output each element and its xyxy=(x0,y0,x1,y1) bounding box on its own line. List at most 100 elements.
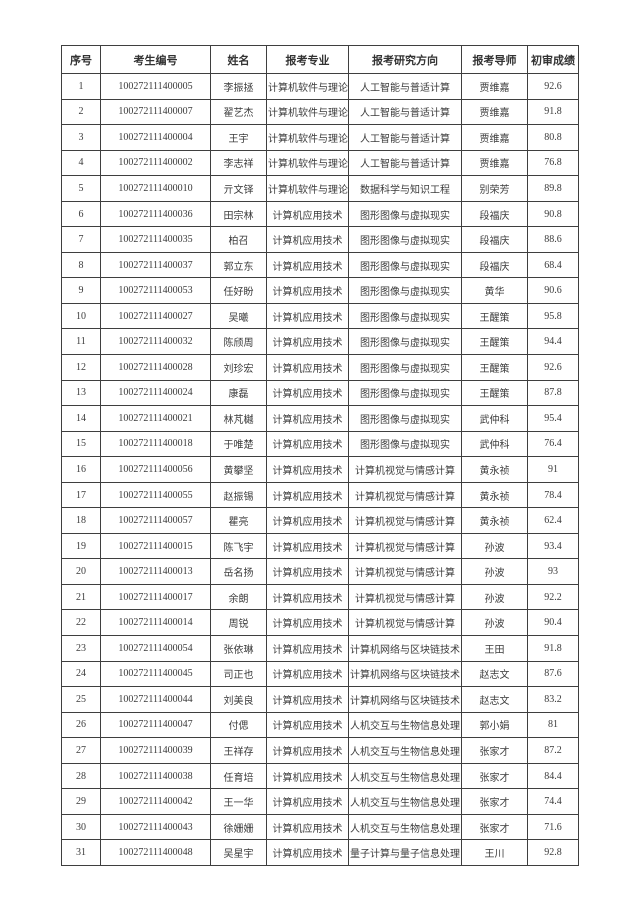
table-row: 12 100272111400028 刘珍宏 计算机应用技术 图形图像与虚拟现实 王醒策 9… xyxy=(61,354,579,381)
cell-score: 76.8 xyxy=(527,149,579,177)
cell-name: 刘美良 xyxy=(210,686,267,713)
cell-major: 计算机应用技术 xyxy=(266,583,349,611)
column-header-supervisor: 报考导师 xyxy=(461,45,528,74)
cell-major: 计算机应用技术 xyxy=(266,532,349,560)
cell-index: 20 xyxy=(61,558,101,585)
cell-score: 87.2 xyxy=(527,737,579,764)
cell-score: 71.6 xyxy=(527,813,579,841)
cell-direction: 图形图像与虚拟现实 xyxy=(348,405,462,432)
cell-candidate-id: 100272111400002 xyxy=(100,149,211,177)
cell-name: 任好盼 xyxy=(210,277,267,304)
cell-index: 17 xyxy=(61,481,101,509)
cell-index: 6 xyxy=(61,200,101,228)
table-row: 30 100272111400043 徐姗姗 计算机应用技术 人机交互与生物信息处理 张家… xyxy=(61,813,579,841)
cell-major: 计算机应用技术 xyxy=(266,558,349,585)
cell-major: 计算机应用技术 xyxy=(266,354,349,381)
cell-score: 90.6 xyxy=(527,277,579,304)
cell-score: 91.8 xyxy=(527,635,579,662)
cell-score: 83.2 xyxy=(527,686,579,713)
cell-candidate-id: 100272111400037 xyxy=(100,251,211,279)
cell-score: 62.4 xyxy=(527,507,579,534)
cell-name: 陈颀周 xyxy=(210,328,267,356)
cell-major: 计算机应用技术 xyxy=(266,635,349,662)
column-header-direction: 报考研究方向 xyxy=(348,45,462,74)
cell-index: 16 xyxy=(61,456,101,483)
cell-major: 计算机应用技术 xyxy=(266,456,349,483)
cell-direction: 人工智能与普适计算 xyxy=(348,124,462,151)
cell-name: 陈飞宇 xyxy=(210,532,267,560)
cell-score: 92.6 xyxy=(527,354,579,381)
cell-name: 周锐 xyxy=(210,609,267,637)
cell-supervisor: 郭小娟 xyxy=(461,711,528,739)
cell-score: 74.4 xyxy=(527,788,579,815)
cell-direction: 人机交互与生物信息处理 xyxy=(348,813,462,841)
cell-candidate-id: 100272111400054 xyxy=(100,635,211,662)
column-header-candidate-id: 考生编号 xyxy=(100,45,211,74)
table-row: 18 100272111400057 瞿亮 计算机应用技术 计算机视觉与情感计算 黄永祯 6… xyxy=(61,507,579,534)
cell-index: 14 xyxy=(61,405,101,432)
cell-major: 计算机软件与理论 xyxy=(266,175,349,202)
cell-score: 87.8 xyxy=(527,379,579,407)
cell-name: 付偲 xyxy=(210,711,267,739)
cell-supervisor: 王醒策 xyxy=(461,328,528,356)
cell-name: 赵振锡 xyxy=(210,481,267,509)
cell-direction: 人工智能与普适计算 xyxy=(348,73,462,100)
cell-score: 90.4 xyxy=(527,609,579,637)
cell-major: 计算机软件与理论 xyxy=(266,73,349,100)
cell-name: 吴曦 xyxy=(210,302,267,330)
cell-candidate-id: 100272111400044 xyxy=(100,686,211,713)
cell-candidate-id: 100272111400010 xyxy=(100,175,211,202)
cell-supervisor: 王川 xyxy=(461,839,528,866)
cell-major: 计算机应用技术 xyxy=(266,481,349,509)
cell-direction: 图形图像与虚拟现实 xyxy=(348,302,462,330)
table-row: 24 100272111400045 司正也 计算机应用技术 计算机网络与区块链技术 赵志… xyxy=(61,660,579,688)
cell-direction: 人机交互与生物信息处理 xyxy=(348,788,462,815)
cell-supervisor: 王醒策 xyxy=(461,379,528,407)
cell-major: 计算机应用技术 xyxy=(266,737,349,764)
cell-supervisor: 武仲科 xyxy=(461,430,528,458)
table-row: 21 100272111400017 余朗 计算机应用技术 计算机视觉与情感计算 孙波 92… xyxy=(61,583,579,611)
cell-index: 27 xyxy=(61,737,101,764)
table-row: 25 100272111400044 刘美良 计算机应用技术 计算机网络与区块链技术 赵志… xyxy=(61,686,579,713)
cell-direction: 人工智能与普适计算 xyxy=(348,149,462,177)
table-row: 7 100272111400035 柏召 计算机应用技术 图形图像与虚拟现实 段福庆 88.… xyxy=(61,226,579,253)
cell-direction: 图形图像与虚拟现实 xyxy=(348,430,462,458)
cell-supervisor: 段福庆 xyxy=(461,226,528,253)
cell-direction: 图形图像与虚拟现实 xyxy=(348,379,462,407)
cell-index: 25 xyxy=(61,686,101,713)
cell-direction: 图形图像与虚拟现实 xyxy=(348,354,462,381)
cell-score: 89.8 xyxy=(527,175,579,202)
cell-candidate-id: 100272111400057 xyxy=(100,507,211,534)
cell-major: 计算机应用技术 xyxy=(266,762,349,790)
table-row: 13 100272111400024 康磊 计算机应用技术 图形图像与虚拟现实 王醒策 87… xyxy=(61,379,579,407)
cell-index: 29 xyxy=(61,788,101,815)
cell-score: 81 xyxy=(527,711,579,739)
cell-major: 计算机应用技术 xyxy=(266,507,349,534)
cell-direction: 图形图像与虚拟现实 xyxy=(348,226,462,253)
cell-major: 计算机应用技术 xyxy=(266,328,349,356)
cell-name: 郭立东 xyxy=(210,251,267,279)
cell-score: 92.8 xyxy=(527,839,579,866)
cell-candidate-id: 100272111400038 xyxy=(100,762,211,790)
cell-candidate-id: 100272111400028 xyxy=(100,354,211,381)
cell-index: 15 xyxy=(61,430,101,458)
table-row: 5 100272111400010 亓文铎 计算机软件与理论 数据科学与知识工程 别荣芳 8… xyxy=(61,175,579,202)
table-row: 4 100272111400002 李志祥 计算机软件与理论 人工智能与普适计算 贾维嘉 7… xyxy=(61,149,579,177)
cell-direction: 计算机视觉与情感计算 xyxy=(348,481,462,509)
cell-name: 田宗林 xyxy=(210,200,267,228)
cell-name: 余朗 xyxy=(210,583,267,611)
table-row: 29 100272111400042 王一华 计算机应用技术 人机交互与生物信息处理 张家… xyxy=(61,788,579,815)
cell-supervisor: 别荣芳 xyxy=(461,175,528,202)
cell-index: 10 xyxy=(61,302,101,330)
cell-score: 93 xyxy=(527,558,579,585)
cell-direction: 计算机网络与区块链技术 xyxy=(348,635,462,662)
table-row: 28 100272111400038 任育培 计算机应用技术 人机交互与生物信息处理 张家… xyxy=(61,762,579,790)
table-row: 31 100272111400048 吴星宇 计算机应用技术 量子计算与量子信息处理 王川… xyxy=(61,839,579,866)
cell-major: 计算机软件与理论 xyxy=(266,98,349,126)
cell-supervisor: 张家才 xyxy=(461,788,528,815)
cell-name: 亓文铎 xyxy=(210,175,267,202)
cell-major: 计算机应用技术 xyxy=(266,430,349,458)
cell-name: 王一华 xyxy=(210,788,267,815)
table-row: 3 100272111400004 王宇 计算机软件与理论 人工智能与普适计算 贾维嘉 80… xyxy=(61,124,579,151)
